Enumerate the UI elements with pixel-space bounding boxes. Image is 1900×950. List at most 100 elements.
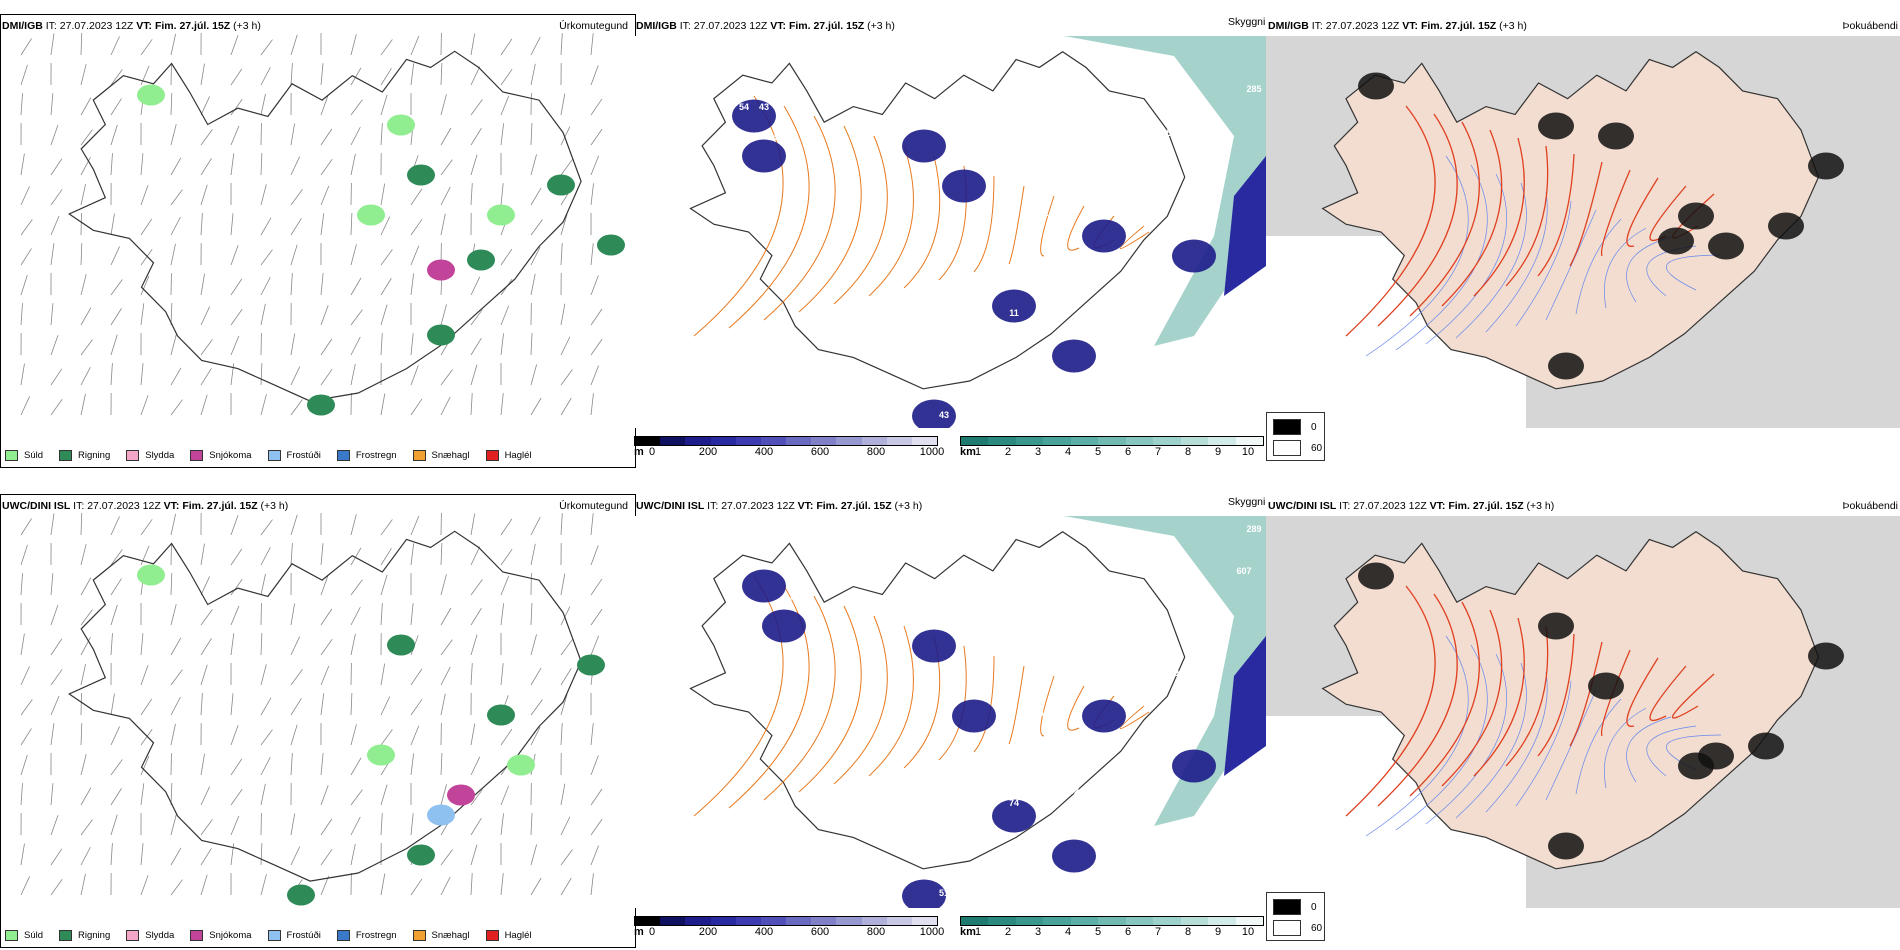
legend-swatch	[5, 930, 18, 941]
wind-barb	[530, 726, 541, 746]
precip-legend-item: Haglél	[485, 450, 532, 461]
wind-barb	[590, 128, 603, 146]
wind-barb	[500, 575, 510, 596]
wind-barb	[80, 339, 93, 356]
issue-time: 27.07.2023 12Z	[59, 20, 134, 32]
wind-barb	[170, 334, 177, 356]
model-name: UWC/DINI ISL	[636, 500, 705, 512]
wind-barb	[260, 184, 267, 206]
wind-barb	[320, 185, 330, 206]
wind-barb	[470, 756, 481, 776]
precip-patch	[407, 844, 435, 866]
wind-barb	[230, 99, 243, 116]
fog-index-area	[1538, 112, 1574, 140]
wind-barb	[290, 366, 301, 386]
road	[1569, 641, 1603, 747]
wind-barb	[170, 367, 182, 386]
visibility-label: 54	[739, 102, 749, 112]
wind-barb	[380, 249, 393, 266]
wind-barb	[50, 638, 63, 656]
wind-barb	[350, 34, 357, 56]
wind-barb	[590, 723, 594, 746]
wind-barb	[530, 333, 533, 356]
wind-barb	[290, 636, 301, 656]
wind-barb	[470, 789, 483, 806]
colorbar-swatch	[760, 437, 787, 445]
wind-barb	[50, 513, 55, 536]
wind-barb	[50, 368, 63, 386]
wind-barb	[440, 876, 451, 896]
precip-panel-row2: Súld Rigning Slydda Snjókoma Frostúði Frostre…	[0, 494, 636, 948]
legend-label: Frostregn	[355, 930, 397, 941]
wind-barb	[290, 813, 296, 836]
colorbar-ticks: km 1 2 3 4 5 6 7 8 9 10	[960, 926, 1264, 940]
model-name: DMI/IGB	[2, 20, 43, 32]
fog-legend-row2: 0 60	[1266, 892, 1325, 941]
road	[1067, 205, 1085, 251]
colorbar-swatch	[660, 917, 686, 925]
wind-barb	[380, 183, 386, 206]
wind-barb	[470, 364, 478, 386]
road	[1377, 593, 1458, 807]
wind-barb	[560, 723, 563, 746]
wind-barb	[590, 183, 594, 206]
wind-barb	[20, 573, 23, 596]
visibility-panel-row1: 54 54 43 69 103 105 107 108 31 91 11 83 41 52 43 285	[634, 36, 1266, 428]
vis-colorbar-km-row1: km 1 2 3 4 5 6 7 8 9 10	[960, 436, 1264, 460]
legend-swatch	[190, 930, 204, 941]
river	[1575, 218, 1622, 315]
road	[1345, 585, 1436, 817]
visibility-label: 43	[759, 102, 769, 112]
colorbar-swatch	[1153, 917, 1181, 925]
wind-barb	[20, 274, 28, 296]
road	[1600, 649, 1631, 737]
vt-label: VT:	[163, 500, 180, 512]
wind-barb	[590, 788, 603, 806]
wind-barb	[290, 514, 298, 536]
wind-barb	[470, 608, 482, 626]
wind-barb	[410, 668, 423, 686]
wind-barb	[500, 305, 510, 326]
precip-patch	[427, 259, 455, 281]
legend-label: Rigning	[78, 930, 111, 941]
wind-barb	[590, 365, 599, 386]
precip-patch	[447, 784, 475, 806]
wind-barb	[260, 39, 273, 56]
colorbar-tick: 200	[698, 446, 718, 458]
fog-legend-swatch	[1273, 899, 1301, 915]
wind-barb	[20, 248, 32, 266]
wind-barb	[20, 754, 28, 776]
wind-barb	[380, 873, 386, 896]
road	[1537, 153, 1575, 277]
colorbar-swatch	[1235, 437, 1263, 445]
wind-barb	[320, 693, 325, 716]
visibility-label: 108	[1176, 208, 1191, 218]
colorbar-swatch	[861, 437, 887, 445]
colorbar-swatch	[786, 437, 812, 445]
river	[1455, 182, 1527, 339]
road	[1537, 633, 1575, 757]
fog-index-area	[1658, 227, 1694, 255]
wind-barb	[260, 729, 273, 746]
visibility-label: 31	[1039, 208, 1049, 218]
wind-barb	[20, 64, 28, 86]
wind-barb	[350, 213, 353, 236]
river	[1603, 227, 1647, 309]
wind-barb	[530, 364, 538, 386]
fog-legend-row1: 0 60	[1266, 412, 1325, 461]
wind-barb	[50, 879, 63, 896]
wind-barb	[440, 753, 443, 776]
wind-barb	[560, 243, 563, 266]
wind-barb	[140, 275, 150, 296]
wind-barb	[20, 219, 33, 236]
wind-barb	[110, 246, 120, 266]
visibility-label: 62	[1069, 786, 1079, 796]
wind-barb	[530, 634, 537, 656]
wind-barb	[410, 35, 420, 56]
precip-title-row1: Úrkomutegund	[559, 20, 628, 32]
fog-index-area	[1748, 732, 1784, 760]
fog-legend-label: 0	[1311, 901, 1317, 913]
road	[833, 615, 888, 785]
colorbar-swatch	[1180, 437, 1209, 445]
legend-label: Frostregn	[355, 450, 397, 461]
